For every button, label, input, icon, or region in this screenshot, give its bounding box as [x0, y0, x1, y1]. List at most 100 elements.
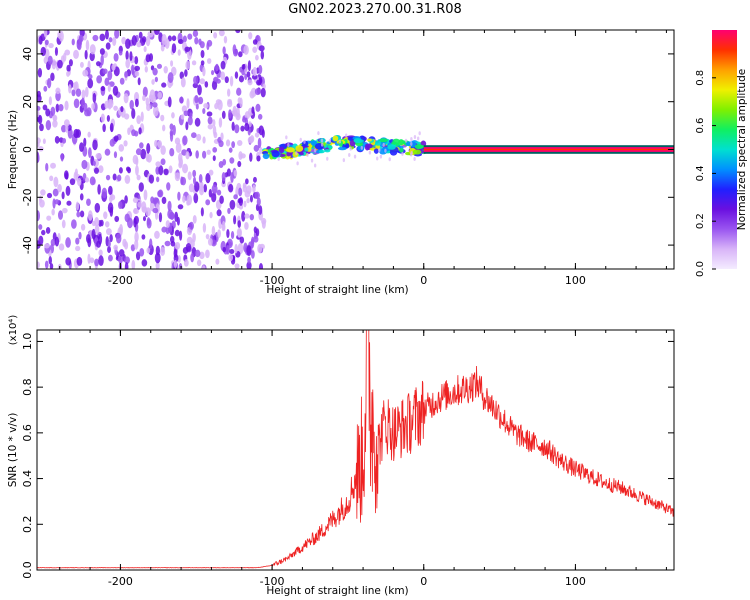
heatmap-cell — [241, 210, 246, 222]
heatmap-cell — [218, 117, 223, 128]
snr-ylabel: SNR (10 * v/v) — [7, 413, 19, 488]
heatmap-cell — [306, 152, 309, 157]
heatmap-cell — [195, 103, 199, 110]
heatmap-cell — [194, 95, 199, 104]
heatmap-cell — [113, 151, 118, 159]
heatmap-cell — [92, 92, 97, 104]
heatmap-cell — [212, 119, 216, 127]
heatmap-cell — [200, 207, 204, 217]
heatmap-cell — [345, 133, 348, 138]
heatmap-cell — [79, 210, 85, 218]
heatmap-cell — [157, 140, 163, 149]
heatmap-cell — [135, 148, 142, 156]
heatmap-cell — [251, 74, 258, 80]
heatmap-cell — [49, 263, 54, 269]
heatmap-cell — [87, 78, 94, 89]
heatmap-cell — [118, 249, 125, 257]
heatmap-cell — [131, 259, 136, 269]
heatmap-cell — [236, 87, 242, 96]
heatmap-cell — [246, 198, 250, 204]
heatmap-xlabel: Height of straight line (km) — [266, 284, 408, 296]
heatmap-cell — [332, 135, 339, 142]
heatmap-cell — [113, 52, 119, 62]
snr-xlabel: Height of straight line (km) — [266, 585, 408, 597]
heatmap-cell — [182, 163, 189, 174]
heatmap-cell — [303, 139, 306, 144]
heatmap-cell — [127, 167, 132, 174]
heatmap-cell — [119, 156, 124, 162]
heatmap-cell — [45, 120, 52, 131]
heatmap-cell — [238, 75, 245, 83]
heatmap-cell — [211, 80, 218, 91]
heatmap-cell — [152, 197, 159, 203]
heatmap-cell — [232, 105, 237, 116]
heatmap-cell — [192, 169, 197, 178]
heatmap-cell — [142, 95, 146, 102]
heatmap-cell — [247, 60, 252, 72]
heatmap-cell — [131, 35, 137, 46]
heatmap-cell — [57, 210, 64, 220]
heatmap-cell — [206, 149, 211, 155]
heatmap-cell — [211, 184, 218, 194]
heatmap-cell — [252, 39, 258, 45]
heatmap-cell — [414, 144, 424, 150]
heatmap-cell — [105, 174, 111, 181]
heatmap-cell — [61, 219, 66, 229]
heatmap-cell — [108, 185, 113, 195]
heatmap-cell — [235, 30, 241, 34]
heatmap-cell — [100, 113, 105, 123]
heatmap-cell — [123, 140, 128, 147]
heatmap-cell — [160, 114, 165, 122]
heatmap-cell — [154, 76, 159, 83]
heatmap-cell — [258, 125, 264, 136]
heatmap-cell — [219, 195, 224, 205]
heatmap-cell — [204, 81, 209, 88]
heatmap-cell — [244, 222, 249, 230]
heatmap-cell — [99, 33, 106, 42]
snr-ytick-label: 0.8 — [21, 378, 34, 396]
heatmap-cell — [171, 112, 175, 119]
heatmap-cell — [138, 127, 142, 135]
heatmap-cell — [51, 208, 55, 216]
heatmap-cell — [261, 220, 266, 229]
heatmap-cell — [247, 79, 253, 86]
snr-ytick-label: 0.0 — [21, 561, 34, 579]
heatmap-cell — [104, 100, 109, 109]
heatmap-cell — [222, 246, 227, 253]
heatmap-cell — [132, 154, 139, 165]
heatmap-cell — [113, 105, 118, 111]
heatmap-cell — [119, 77, 125, 85]
heatmap-cell — [367, 138, 372, 142]
heatmap-cell — [410, 141, 413, 146]
heatmap-cell — [216, 189, 222, 196]
heatmap-cell — [296, 161, 299, 166]
heatmap-cell — [213, 131, 218, 139]
heatmap-cell — [133, 215, 139, 225]
heatmap-cell — [238, 51, 243, 58]
heatmap-cell — [189, 112, 193, 119]
heatmap-cell — [42, 104, 48, 111]
heatmap-cell — [132, 197, 139, 203]
heatmap-cell — [49, 175, 54, 182]
heatmap-cell — [218, 30, 225, 37]
heatmap-cell — [178, 39, 184, 45]
heatmap-cell — [254, 88, 261, 96]
heatmap-cell — [222, 46, 226, 55]
heatmap-cell — [96, 240, 101, 248]
heatmap-cell — [101, 187, 108, 199]
heatmap-cell — [84, 49, 88, 60]
heatmap-cell — [169, 131, 174, 142]
heatmap-cell — [66, 71, 70, 77]
heatmap-cell — [142, 216, 146, 222]
heatmap-cell — [225, 245, 230, 255]
heatmap-cell — [237, 228, 242, 238]
colorbar-label: Normalized spectral amplitude — [736, 69, 748, 230]
heatmap-cell — [38, 146, 44, 152]
heatmap-cell — [160, 158, 166, 166]
heatmap-cell — [255, 103, 261, 112]
heatmap-cell — [163, 168, 169, 176]
heatmap-cell — [243, 45, 249, 55]
heatmap-cell — [59, 30, 64, 42]
heatmap-cell — [140, 111, 144, 122]
heatmap-cell — [202, 136, 206, 144]
